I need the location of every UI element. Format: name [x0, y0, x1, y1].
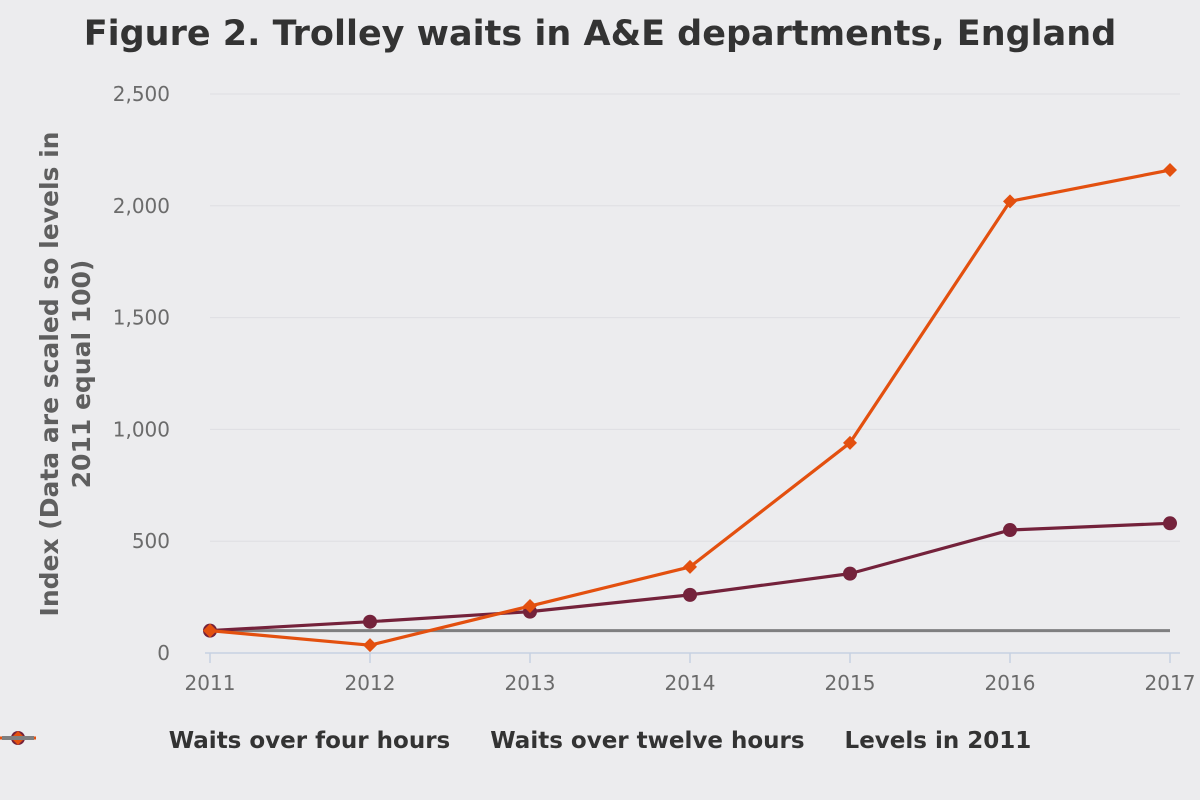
x-tick-label: 2013 [505, 671, 556, 695]
x-tick-label: 2017 [1145, 671, 1196, 695]
legend-line-marker-icon [2, 736, 34, 740]
legend-item-levels-2011[interactable]: Levels in 2011 [2, 728, 1032, 754]
y-axis-title-line-2: 2011 equal 100) [67, 260, 96, 489]
y-tick-label: 500 [132, 529, 170, 553]
series-line-four-hours [209, 521, 1171, 633]
y-tick-label: 1,000 [113, 417, 170, 441]
y-tick-label: 2,000 [113, 194, 170, 218]
data-point-twelve-hours[interactable] [1003, 194, 1017, 209]
legend-label-four-hours: Waits over four hours [168, 728, 451, 754]
y-tick-label: 1,500 [113, 306, 170, 330]
data-point-four-hours[interactable] [1003, 523, 1017, 538]
x-tick-label: 2012 [345, 671, 396, 695]
legend-label-levels-2011: Levels in 2011 [844, 728, 1032, 754]
data-point-four-hours[interactable] [683, 587, 697, 602]
data-point-four-hours[interactable] [843, 566, 857, 581]
data-point-twelve-hours[interactable] [523, 599, 537, 614]
x-tick-label: 2015 [825, 671, 876, 695]
x-tick-label: 2014 [665, 671, 716, 695]
y-axis-title: Index (Data are scaled so levels in 2011 … [35, 132, 96, 617]
data-point-twelve-hours[interactable] [203, 623, 217, 638]
y-axis-title-line-1: Index (Data are scaled so levels in [35, 132, 64, 617]
legend-label-twelve-hours: Waits over twelve hours [490, 728, 805, 754]
chart-title: Figure 2. Trolley waits in A&E departmen… [83, 14, 1117, 54]
data-point-four-hours[interactable] [1163, 516, 1177, 531]
x-tick-label: 2011 [185, 671, 236, 695]
x-tick-label: 2016 [985, 671, 1036, 695]
data-point-four-hours[interactable] [363, 614, 377, 629]
data-point-twelve-hours[interactable] [683, 559, 697, 574]
data-point-twelve-hours[interactable] [1163, 163, 1177, 178]
legend-item-four-hours[interactable]: Waits over four hours [0, 728, 451, 754]
data-point-twelve-hours[interactable] [843, 435, 857, 450]
legend-item-twelve-hours[interactable]: Waits over twelve hours [0, 728, 805, 754]
y-tick-label: 0 [157, 641, 170, 665]
data-point-twelve-hours[interactable] [363, 638, 377, 653]
legend: Waits over four hours Waits over twelve … [0, 728, 1200, 754]
y-tick-label: 2,500 [113, 82, 170, 106]
